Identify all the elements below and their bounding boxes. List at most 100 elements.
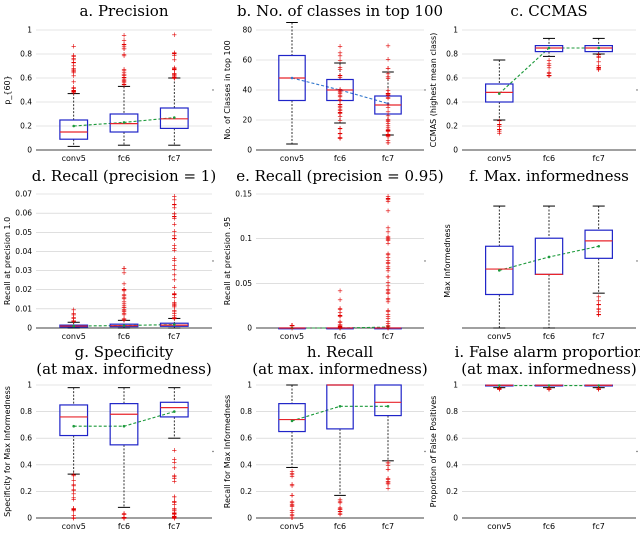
outlier-point: + [171, 308, 177, 316]
outlier-point: + [385, 287, 391, 295]
outlier-point: + [171, 312, 177, 320]
outlier-point: + [337, 506, 343, 514]
outlier-point: + [337, 89, 343, 97]
y-tick-label: 0.6 [240, 434, 252, 443]
outlier-point: + [337, 305, 343, 313]
panel-subtitle: (at max. informedness) [252, 360, 427, 378]
outlier-point: + [121, 67, 127, 75]
x-tick-label: fc7 [168, 522, 180, 531]
outlier-point: + [289, 491, 295, 499]
outlier-point: + [496, 128, 502, 136]
y-axis-label: CCMAS (highest mean class) [429, 33, 438, 148]
x-tick-label: fc6 [334, 522, 346, 531]
outlier-point: + [171, 31, 177, 39]
outlier-point: + [71, 505, 77, 513]
outlier-point: + [71, 311, 77, 319]
outlier-point: + [289, 473, 295, 481]
y-tick-label: 0.01 [15, 304, 32, 313]
outlier-point: + [596, 297, 602, 305]
outlier-point: + [546, 69, 552, 77]
outlier-point: + [121, 514, 127, 522]
outlier-point: + [171, 232, 177, 240]
x-tick-label: conv5 [280, 522, 304, 531]
outlier-point: + [596, 311, 602, 319]
outlier-point: + [546, 385, 552, 393]
outlier-point: + [171, 510, 177, 518]
outlier-point: + [337, 324, 343, 332]
outlier-point: + [496, 123, 502, 131]
outlier-point: + [71, 309, 77, 317]
outlier-point: + [385, 459, 391, 467]
outlier-point: + [171, 459, 177, 467]
outlier-point: + [385, 294, 391, 302]
outlier-point: + [385, 108, 391, 116]
box-conv5: +++++++ [278, 321, 306, 332]
outlier-point: + [71, 317, 77, 325]
mean-marker [338, 404, 342, 408]
y-tick-label: 1 [27, 381, 32, 390]
box-iqr [374, 384, 402, 417]
mean-marker [122, 324, 126, 327]
outlier-point: + [385, 126, 391, 134]
outlier-point: + [385, 70, 391, 78]
outlier-point: + [71, 53, 77, 61]
outlier-point: + [337, 321, 343, 329]
box-iqr [109, 403, 139, 446]
outlier-point: + [171, 473, 177, 481]
outlier-point: + [121, 81, 127, 89]
outlier-point: + [337, 313, 343, 321]
y-tick-label: 0.8 [446, 50, 458, 59]
outlier-point: + [171, 301, 177, 309]
outlier-point: + [289, 322, 295, 330]
outlier-point: + [171, 213, 177, 221]
y-tick-label: 0.02 [15, 285, 32, 294]
outlier-point: + [385, 131, 391, 139]
outlier-point: + [596, 305, 602, 313]
x-tick-label: fc6 [543, 522, 555, 531]
outlier-point: + [171, 514, 177, 522]
box-fc7: +++++++++++ [584, 37, 613, 74]
outlier-point: + [385, 236, 391, 244]
y-tick-label: 0.4 [20, 460, 32, 469]
y-axis-label: Recall for Max Informedness [223, 395, 232, 508]
outlier-point: + [121, 307, 127, 315]
x-tick-label: fc7 [168, 332, 180, 341]
mean-marker [547, 384, 551, 387]
outlier-point: + [121, 304, 127, 312]
y-tick-label: 0.8 [446, 407, 458, 416]
outlier-point: + [171, 306, 177, 314]
outlier-point: + [385, 139, 391, 147]
outlier-point: + [385, 273, 391, 281]
panel-6: f. Max. informedness Max Informedness conv… [443, 167, 638, 341]
outlier-point: + [385, 461, 391, 469]
y-tick-label: 0.6 [446, 74, 458, 83]
outlier-point: + [385, 124, 391, 132]
outlier-point: + [337, 63, 343, 71]
outlier-point: + [121, 315, 127, 323]
box-fc7: ++++++++++++++ [374, 384, 402, 493]
outlier-point: + [171, 66, 177, 74]
box-iqr [59, 119, 89, 140]
y-tick-label: 1 [453, 381, 458, 390]
outlier-point: + [171, 289, 177, 297]
mean-marker [497, 269, 501, 272]
outlier-point: + [385, 73, 391, 81]
outlier-point: + [385, 480, 391, 488]
outlier-point: + [337, 100, 343, 108]
x-tick-label: conv5 [487, 522, 511, 531]
outlier-point: + [171, 514, 177, 522]
outlier-point: + [171, 464, 177, 472]
outlier-point: + [596, 65, 602, 73]
outlier-point: + [121, 71, 127, 79]
outlier-point: + [171, 71, 177, 79]
outlier-point: + [289, 514, 295, 522]
outlier-point: + [385, 315, 391, 323]
outlier-point: + [385, 104, 391, 112]
outlier-point: + [596, 293, 602, 301]
box-iqr [159, 401, 189, 418]
panel-2: b. No. of classes in top 100 0 20 40 60 80 No.… [223, 2, 443, 163]
y-tick-label: 1 [453, 26, 458, 35]
outlier-point: + [171, 299, 177, 307]
outlier-point: + [385, 257, 391, 265]
outlier-point: + [337, 322, 343, 330]
